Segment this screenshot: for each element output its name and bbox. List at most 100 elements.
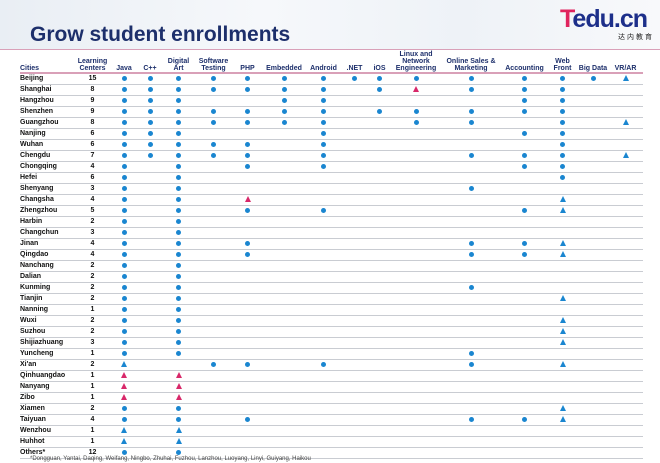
table-row: Shijiazhuang 3: [20, 337, 643, 349]
course-cell: [263, 447, 305, 459]
dot-icon: [377, 86, 382, 92]
course-cell: [263, 84, 305, 96]
city-name: Nanchang: [20, 260, 75, 272]
course-cell: [440, 106, 502, 118]
course-cell: [138, 260, 162, 272]
course-cell: [232, 282, 263, 294]
dot-icon: [468, 185, 474, 191]
course-cell: [305, 392, 342, 404]
course-cell: [342, 249, 367, 261]
dot-icon: [281, 75, 287, 81]
course-cell: [138, 337, 162, 349]
course-cell: [440, 414, 502, 426]
course-cell: [263, 260, 305, 272]
triangle-red-icon: [244, 196, 251, 203]
dot-icon: [321, 86, 326, 92]
dot-icon: [560, 119, 565, 125]
city-name: Huhhot: [20, 436, 75, 448]
table-row: Huhhot 1: [20, 436, 643, 448]
course-cell: [502, 359, 547, 371]
course-cell: [578, 183, 608, 195]
table-row: Hangzhou 9: [20, 95, 643, 107]
table-row: Nanjing 6: [20, 128, 643, 140]
course-cell: [502, 304, 547, 316]
dot-icon: [121, 295, 127, 301]
learning-centers-count: 6: [75, 172, 110, 184]
triangle-blue-icon: [121, 427, 127, 434]
learning-centers-count: 8: [75, 117, 110, 129]
course-cell: [263, 293, 305, 305]
dot-icon: [245, 416, 250, 422]
course-cell: [578, 370, 608, 382]
course-cell: [392, 414, 440, 426]
course-cell: [195, 139, 232, 151]
course-cell: [305, 293, 342, 305]
dot-icon: [121, 185, 127, 191]
course-cell: [305, 304, 342, 316]
learning-centers-count: 4: [75, 249, 110, 261]
course-cell: [578, 315, 608, 327]
course-cell: [263, 370, 305, 382]
dot-icon: [522, 416, 527, 422]
table-header-row: Cities Learning Centers Java C++ Digital Art…: [20, 51, 643, 73]
course-cell: [138, 128, 162, 140]
dot-icon: [176, 328, 181, 334]
course-cell: [263, 337, 305, 349]
triangle-blue-icon: [559, 328, 566, 335]
course-cell: [392, 359, 440, 371]
enrollment-table: Cities Learning Centers Java C++ Digital Art…: [20, 51, 643, 459]
column-header: PHP: [240, 65, 255, 72]
learning-centers-count: 2: [75, 403, 110, 415]
course-cell: [608, 447, 643, 459]
course-cell: [578, 139, 608, 151]
course-cell: [367, 106, 392, 118]
table-row: Beijing 15: [20, 73, 643, 85]
course-cell: [608, 183, 643, 195]
course-cell: [162, 161, 195, 173]
course-cell: [263, 381, 305, 393]
course-cell: [440, 238, 502, 250]
city-name: Qinhuangdao: [20, 370, 75, 382]
course-cell: [547, 392, 578, 404]
dot-icon: [560, 108, 565, 114]
course-cell: [392, 161, 440, 173]
course-cell: [547, 73, 578, 85]
triangle-blue-icon: [559, 207, 566, 214]
course-cell: [138, 304, 162, 316]
city-name: Yuncheng: [20, 348, 75, 360]
column-header: Online Sales & Marketing: [446, 58, 496, 72]
course-cell: [162, 414, 195, 426]
city-name: Nanjing: [20, 128, 75, 140]
dot-icon: [321, 97, 326, 103]
course-cell: [502, 150, 547, 162]
course-cell: [305, 84, 342, 96]
course-cell: [502, 260, 547, 272]
dot-icon: [352, 75, 357, 81]
course-cell: [162, 227, 195, 239]
course-cell: [392, 172, 440, 184]
dot-icon: [321, 119, 326, 125]
course-cell: [305, 194, 342, 206]
course-cell: [195, 370, 232, 382]
course-cell: [138, 216, 162, 228]
learning-centers-count: 1: [75, 348, 110, 360]
dot-icon: [176, 163, 181, 169]
course-cell: [392, 205, 440, 217]
learning-centers-count: 2: [75, 326, 110, 338]
course-cell: [110, 95, 138, 107]
course-cell: [392, 227, 440, 239]
table-row: Shenyang 3: [20, 183, 643, 195]
course-cell: [392, 194, 440, 206]
course-cell: [162, 304, 195, 316]
course-cell: [547, 183, 578, 195]
course-cell: [138, 271, 162, 283]
triangle-blue-icon: [559, 295, 566, 302]
tedu-logo: Tedu.cn 达内教育: [560, 6, 658, 46]
triangle-blue-icon: [622, 75, 629, 82]
course-cell: [392, 260, 440, 272]
course-cell: [232, 238, 263, 250]
course-cell: [232, 161, 263, 173]
table-row: Tianjin 2: [20, 293, 643, 305]
course-cell: [232, 128, 263, 140]
triangle-blue-icon: [559, 339, 566, 346]
